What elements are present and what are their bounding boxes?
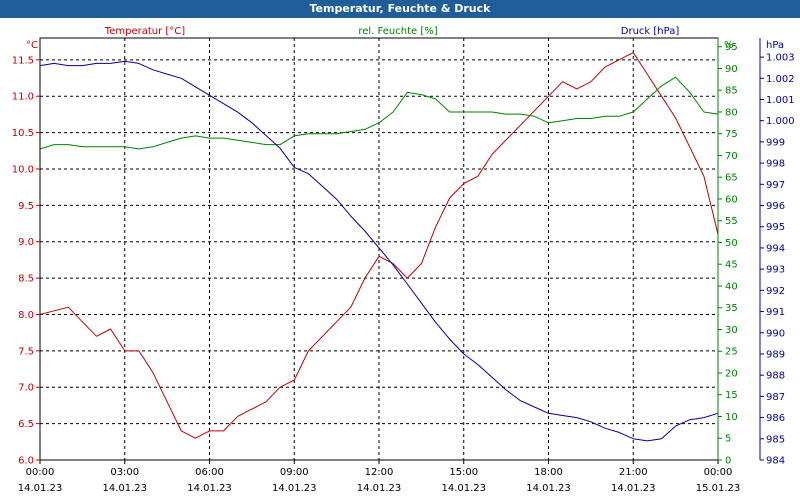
- pressure-tick-label: 989: [766, 349, 785, 360]
- humidity-tick-label: 15: [725, 390, 738, 401]
- temperature-tick-label: 11.5: [12, 55, 34, 66]
- temperature-tick-label: 7.0: [18, 383, 34, 394]
- humidity-tick-label: 25: [725, 347, 738, 358]
- axes-layer: 00:00 14.01.23 03:00 14.01.23 06:00 14.01.23 0…: [12, 38, 795, 494]
- humidity-tick-label: 65: [725, 173, 738, 184]
- pressure-unit: hPa: [766, 40, 784, 51]
- x-tick-time: 00:00: [26, 467, 55, 478]
- x-tick-time: 09:00: [280, 467, 309, 478]
- chart-title-bar: Temperatur, Feuchte & Druck: [0, 0, 800, 18]
- temperature-tick-label: 9.0: [18, 237, 34, 248]
- humidity-tick-label: 40: [725, 281, 738, 292]
- temperature-tick-label: 8.5: [18, 274, 34, 285]
- pressure-tick-label: 986: [766, 413, 785, 424]
- humidity-tick-label: 35: [725, 303, 738, 314]
- series-layer: [39, 52, 719, 442]
- temperature-line: [39, 52, 719, 439]
- humidity-tick-label: 50: [725, 238, 738, 249]
- humidity-tick-label: 70: [725, 151, 738, 162]
- humidity-axis-label: rel. Feuchte [%]: [358, 26, 437, 37]
- humidity-tick-label: 80: [725, 107, 738, 118]
- temperature-tick-label: 10.0: [12, 164, 34, 175]
- x-tick-date: 15.01.23: [696, 483, 741, 494]
- temperature-tick-label: 8.0: [18, 310, 34, 321]
- pressure-tick-label: 985: [766, 434, 785, 445]
- humidity-tick-label: 75: [725, 129, 738, 140]
- pressure-line: [39, 60, 719, 442]
- pressure-tick-label: 995: [766, 222, 785, 233]
- pressure-tick-label: 997: [766, 180, 785, 191]
- x-tick-date: 14.01.23: [611, 483, 656, 494]
- pressure-tick-label: 992: [766, 286, 785, 297]
- x-tick-date: 14.01.23: [526, 483, 571, 494]
- temperature-tick-label: 11.0: [12, 92, 34, 103]
- pressure-tick-label: 988: [766, 371, 785, 382]
- pressure-tick-label: 984: [766, 456, 785, 467]
- temperature-axis-label: Temperatur [°C]: [104, 26, 185, 37]
- pressure-tick-label: 1.002: [766, 74, 795, 85]
- pressure-tick-label: 990: [766, 328, 785, 339]
- pressure-tick-label: 993: [766, 265, 785, 276]
- pressure-tick-label: 991: [766, 307, 785, 318]
- x-tick-date: 14.01.23: [441, 483, 486, 494]
- pressure-tick-label: 1.000: [766, 116, 795, 127]
- humidity-tick-label: 10: [725, 412, 738, 423]
- temperature-unit: °C: [26, 40, 38, 51]
- pressure-tick-label: 996: [766, 201, 785, 212]
- humidity-tick-label: 30: [725, 325, 738, 336]
- pressure-tick-label: 999: [766, 137, 785, 148]
- humidity-tick-label: 60: [725, 194, 738, 205]
- temperature-tick-label: 6.0: [18, 456, 34, 467]
- x-tick-time: 12:00: [365, 467, 394, 478]
- x-tick-time: 21:00: [619, 467, 648, 478]
- humidity-tick-label: 0: [725, 456, 731, 467]
- temperature-tick-label: 10.5: [12, 128, 34, 139]
- temperature-tick-label: 7.5: [18, 346, 34, 357]
- x-tick-date: 14.01.23: [272, 483, 317, 494]
- humidity-tick-label: 55: [725, 216, 738, 227]
- x-tick-date: 14.01.23: [102, 483, 147, 494]
- humidity-line: [39, 76, 719, 150]
- x-tick-date: 14.01.23: [357, 483, 402, 494]
- x-tick-date: 14.01.23: [187, 483, 232, 494]
- humidity-unit: %: [724, 40, 734, 51]
- humidity-tick-label: 90: [725, 64, 738, 75]
- pressure-tick-label: 1.001: [766, 95, 795, 106]
- x-tick-time: 00:00: [704, 467, 733, 478]
- pressure-tick-label: 987: [766, 392, 785, 403]
- x-tick-time: 03:00: [110, 467, 139, 478]
- pressure-axis-label: Druck [hPa]: [621, 26, 680, 37]
- chart-title: Temperatur, Feuchte & Druck: [309, 2, 491, 15]
- x-tick-time: 15:00: [449, 467, 478, 478]
- x-tick-date: 14.01.23: [18, 483, 63, 494]
- temperature-tick-label: 9.5: [18, 201, 34, 212]
- pressure-tick-label: 1.003: [766, 53, 795, 64]
- humidity-tick-label: 45: [725, 260, 738, 271]
- humidity-tick-label: 85: [725, 86, 738, 97]
- pressure-tick-label: 994: [766, 243, 785, 254]
- x-tick-time: 18:00: [534, 467, 563, 478]
- grid: [40, 38, 718, 460]
- humidity-tick-label: 5: [725, 434, 731, 445]
- pressure-tick-label: 998: [766, 159, 785, 170]
- humidity-tick-label: 20: [725, 368, 738, 379]
- temperature-tick-label: 6.5: [18, 419, 34, 430]
- humidity-tick-label: 95: [725, 42, 738, 53]
- x-tick-time: 06:00: [195, 467, 224, 478]
